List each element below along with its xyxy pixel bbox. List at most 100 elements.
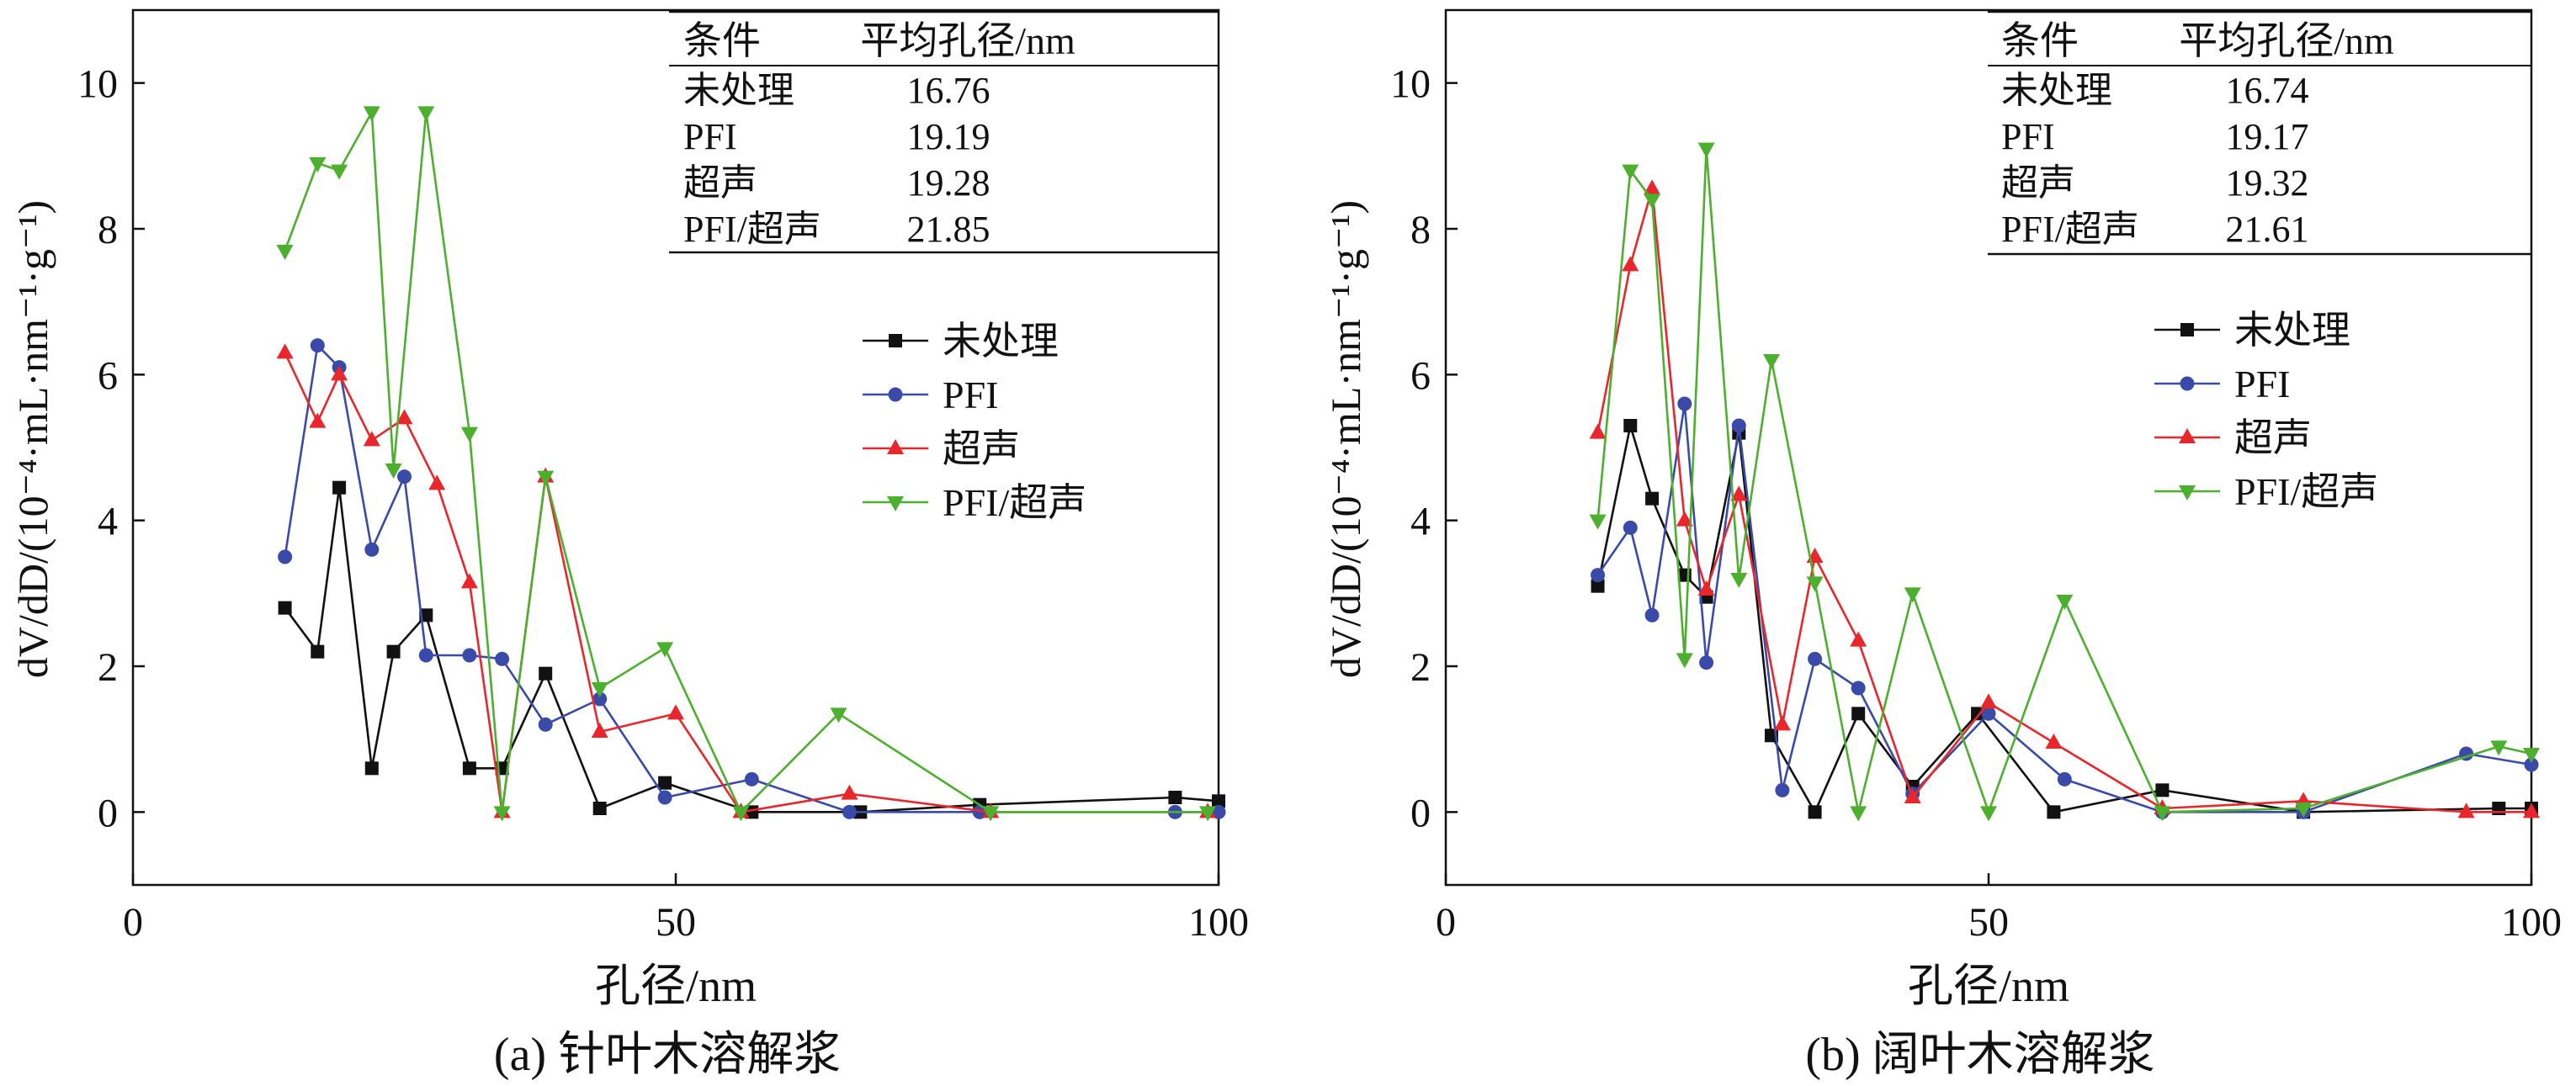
data-point bbox=[460, 426, 478, 442]
data-point bbox=[1980, 806, 1997, 822]
legend-marker bbox=[888, 387, 903, 402]
legend-label: 未处理 bbox=[2234, 309, 2350, 352]
y-tick-label: 2 bbox=[98, 645, 118, 690]
x-axis-label: 孔径/nm bbox=[1908, 961, 2069, 1011]
data-point bbox=[732, 806, 750, 822]
table-header-condition: 条件 bbox=[683, 19, 761, 62]
legend-item: 超声 bbox=[2154, 416, 2312, 459]
table-background bbox=[1988, 12, 2530, 254]
series-line bbox=[1596, 424, 2531, 813]
avg-pore-table: 条件 平均孔径/nm 未处理 16.76 PFI 19.19 超声 19.28 PFI/超声 21… bbox=[669, 10, 1219, 254]
data-point bbox=[396, 409, 413, 425]
data-point bbox=[462, 761, 476, 776]
data-point bbox=[386, 644, 401, 659]
series-2 bbox=[1591, 396, 2539, 819]
data-point bbox=[1904, 788, 1921, 803]
table-cell-condition: 超声 bbox=[683, 162, 757, 204]
data-point bbox=[667, 704, 684, 720]
data-point bbox=[364, 542, 380, 557]
data-point bbox=[364, 761, 379, 776]
data-point bbox=[1623, 419, 1638, 432]
data-point bbox=[592, 802, 607, 815]
table-cell-value: 19.32 bbox=[2226, 162, 2309, 204]
y-tick-label: 6 bbox=[98, 353, 118, 398]
y-tick-label: 8 bbox=[98, 208, 118, 252]
data-point bbox=[841, 784, 858, 800]
panel-caption: (a) 针叶木溶解浆 bbox=[494, 1029, 841, 1081]
data-point bbox=[539, 666, 553, 681]
data-point bbox=[331, 164, 348, 180]
data-point bbox=[1806, 576, 1824, 592]
data-point bbox=[1697, 142, 1715, 158]
table-cell-value: 19.19 bbox=[907, 116, 991, 157]
data-point bbox=[1589, 514, 1607, 530]
legend-item: PFI bbox=[863, 373, 998, 416]
data-point bbox=[278, 601, 292, 615]
data-point bbox=[309, 157, 327, 172]
data-point bbox=[1697, 580, 1715, 596]
data-point bbox=[2056, 595, 2074, 610]
y-tick-label: 0 bbox=[1410, 791, 1431, 835]
data-point bbox=[1644, 179, 1661, 195]
legend-item: PFI/超声 bbox=[2154, 470, 2378, 513]
legend-label: PFI/超声 bbox=[943, 481, 1086, 524]
legend-label: PFI/超声 bbox=[2234, 470, 2378, 513]
series-1 bbox=[1591, 419, 2538, 819]
data-point bbox=[276, 245, 294, 260]
table-cell-condition: PFI bbox=[2001, 116, 2055, 157]
table-cell-value: 21.61 bbox=[2226, 209, 2309, 250]
table-cell-condition: PFI/超声 bbox=[683, 209, 821, 250]
legend-label: PFI bbox=[2234, 363, 2290, 405]
data-point bbox=[2523, 803, 2540, 818]
legend-marker bbox=[2180, 376, 2195, 391]
legend-item: 超声 bbox=[863, 427, 1020, 470]
table-background bbox=[669, 12, 1217, 252]
data-point bbox=[2523, 748, 2540, 763]
data-point bbox=[1808, 805, 1822, 819]
y-axis-label: dV/dD/(10⁻⁴·mL·nm⁻¹·g⁻¹) bbox=[9, 200, 56, 678]
data-point bbox=[1699, 655, 1714, 670]
data-point bbox=[1622, 164, 1639, 180]
legend-label: PFI bbox=[943, 373, 998, 416]
table-header-avg-pore: 平均孔径/nm bbox=[860, 19, 1076, 62]
data-point bbox=[428, 474, 446, 490]
y-tick-label: 4 bbox=[98, 500, 118, 544]
data-point bbox=[591, 682, 608, 697]
legend-marker bbox=[2179, 428, 2196, 443]
data-point bbox=[2295, 803, 2313, 818]
legend-item: PFI/超声 bbox=[863, 481, 1086, 524]
legend-label: 超声 bbox=[2234, 416, 2312, 459]
legend-marker bbox=[2179, 485, 2196, 501]
x-tick-label: 100 bbox=[2501, 900, 2562, 945]
data-point bbox=[658, 776, 672, 790]
table-cell-value: 16.74 bbox=[2226, 70, 2309, 111]
data-point bbox=[331, 365, 348, 381]
data-point bbox=[1591, 579, 1605, 593]
data-point bbox=[538, 717, 553, 732]
series-line bbox=[1596, 402, 2532, 813]
data-point bbox=[462, 648, 477, 663]
legend: 未处理 PFI 超声 PFI/超声 bbox=[863, 320, 1086, 524]
data-point bbox=[417, 106, 435, 122]
data-point bbox=[1850, 631, 1867, 647]
data-point bbox=[2524, 757, 2539, 772]
data-point bbox=[1644, 607, 1660, 622]
data-point bbox=[830, 707, 847, 723]
legend-label: 未处理 bbox=[943, 320, 1059, 363]
data-point bbox=[1775, 782, 1790, 797]
data-point bbox=[1622, 256, 1639, 272]
data-point bbox=[1676, 511, 1693, 527]
y-axis-label: dV/dD/(10⁻⁴·mL·nm⁻¹·g⁻¹) bbox=[1322, 200, 1369, 678]
x-tick-label: 50 bbox=[1968, 900, 2009, 945]
data-point bbox=[397, 469, 412, 485]
series-4 bbox=[1589, 142, 2540, 822]
table-header-condition: 条件 bbox=[2001, 19, 2079, 62]
data-point bbox=[1199, 806, 1217, 822]
data-point bbox=[1763, 354, 1780, 369]
series-line bbox=[284, 486, 1219, 813]
data-point bbox=[1731, 418, 1746, 433]
avg-pore-table: 条件 平均孔径/nm 未处理 16.74 PFI 19.17 超声 19.32 PFI/超声 21… bbox=[1988, 10, 2531, 256]
y-tick-label: 10 bbox=[1390, 62, 1431, 107]
